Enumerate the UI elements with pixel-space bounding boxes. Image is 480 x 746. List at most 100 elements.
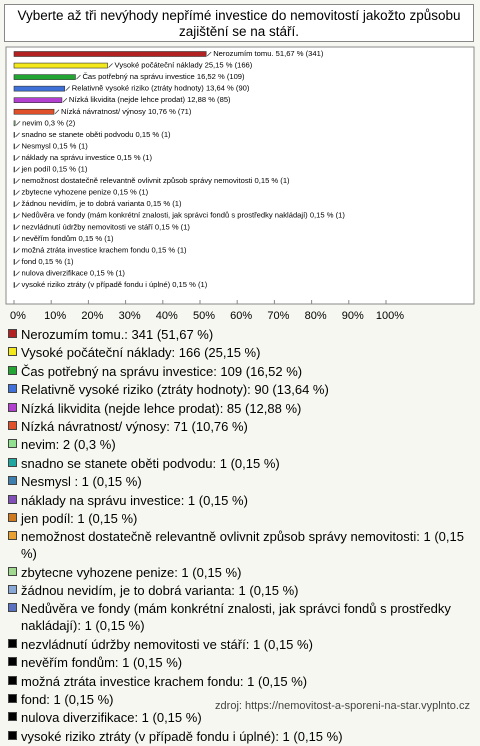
label-leader bbox=[15, 259, 20, 265]
legend-label: fond: 1 (0,15 %) bbox=[21, 692, 114, 708]
legend-item: náklady na správu investice: 1 (0,15 %) bbox=[6, 492, 468, 509]
bar bbox=[13, 189, 15, 196]
legend-label: možná ztráta investice krachem fondu: 1 … bbox=[21, 673, 308, 689]
legend-item: Vysoké počáteční náklady: 166 (25,15 %) bbox=[6, 344, 468, 361]
legend-label: nevim: 2 (0,3 %) bbox=[21, 437, 116, 453]
legend-item: Nízká likvidita (nejde lehce prodat): 85… bbox=[6, 400, 468, 417]
bar bbox=[13, 51, 207, 57]
legend-swatch bbox=[8, 494, 17, 504]
bar-label: vysoké riziko ztráty (v případě fondu i … bbox=[22, 280, 208, 289]
bar-label: Nerozumím tomu. 51,67 % (341) bbox=[213, 49, 324, 58]
legend-swatch bbox=[8, 347, 17, 357]
x-tick-label: 80% bbox=[305, 310, 327, 322]
bar bbox=[13, 108, 55, 115]
label-leader bbox=[15, 282, 20, 288]
x-tick-label: 30% bbox=[119, 310, 141, 322]
label-leader bbox=[15, 213, 20, 218]
legend-swatch bbox=[8, 603, 17, 613]
legend-swatch bbox=[8, 329, 17, 338]
label-leader bbox=[15, 132, 20, 138]
x-tick-label: 20% bbox=[81, 310, 103, 322]
page: Vyberte až tři nevýhody nepřímé investic… bbox=[4, 4, 475, 744]
legend-item: fond: 1 (0,15 %) bbox=[6, 691, 468, 708]
bar-label: nulova diverzifikace 0,15 % (1) bbox=[22, 268, 126, 277]
x-tick-label: 60% bbox=[230, 310, 252, 322]
label-leader bbox=[15, 144, 20, 149]
legend-label: Nízká návratnost/ výnosy: 71 (10,76 %) bbox=[21, 418, 248, 434]
bar-label: nevim 0,3 % (2) bbox=[22, 118, 76, 127]
legend-label: Čas potřebný na správu investice: 109 (1… bbox=[21, 363, 303, 379]
bar bbox=[13, 247, 15, 254]
legend-label: Relativně vysoké riziko (ztráty hodnoty)… bbox=[21, 382, 329, 398]
bar bbox=[13, 155, 15, 161]
legend-label: Vysoké počáteční náklady: 166 (25,15 %) bbox=[21, 345, 261, 361]
legend-item: Čas potřebný na správu investice: 109 (1… bbox=[6, 363, 468, 380]
legend-swatch bbox=[8, 566, 17, 576]
chart-title: Vyberte až tři nevýhody nepřímé investic… bbox=[4, 4, 474, 42]
bar-label: Nedůvěra ve fondy (mám konkrétní znalost… bbox=[22, 211, 346, 220]
x-tick-label: 10% bbox=[44, 310, 66, 322]
legend-label: nulova diverzifikace: 1 (0,15 %) bbox=[21, 710, 202, 726]
bar-label: Nesmysl 0,15 % (1) bbox=[22, 141, 89, 150]
source: zdroj: https://nemovitost-a-sporeni-na-s… bbox=[215, 700, 470, 712]
legend-label: nevěřím fondům: 1 (0,15 %) bbox=[21, 655, 183, 671]
legend-item: jen podíl: 1 (0,15 %) bbox=[6, 510, 468, 527]
label-leader bbox=[15, 121, 21, 126]
legend-swatch bbox=[8, 730, 17, 740]
bar-label: fond 0,15 % (1) bbox=[22, 257, 74, 266]
legend-swatch bbox=[8, 402, 17, 412]
bar bbox=[13, 85, 66, 92]
bar bbox=[13, 212, 15, 219]
legend-item: vysoké riziko ztráty (v případě fondu i … bbox=[6, 728, 468, 745]
legend-item: nevěřím fondům: 1 (0,15 %) bbox=[6, 654, 468, 671]
legend-label: nezvládnutí údržby nemovitosti ve stáří:… bbox=[21, 636, 313, 652]
legend-item: Nedůvěra ve fondy (mám konkrétní znalost… bbox=[6, 600, 468, 634]
label-leader bbox=[15, 155, 20, 161]
legend-item: Nesmysl : 1 (0,15 %) bbox=[6, 473, 468, 490]
legend-swatch bbox=[8, 512, 17, 522]
legend-label: Nerozumím tomu.: 341 (51,67 %) bbox=[21, 327, 214, 342]
bar bbox=[13, 166, 15, 173]
legend-label: Nedůvěra ve fondy (mám konkrétní znalost… bbox=[21, 601, 451, 634]
legend-label: snadno se stanete oběti podvodu: 1 (0,15… bbox=[21, 455, 280, 471]
legend: Nerozumím tomu.: 341 (51,67 %) Vysoké poč… bbox=[6, 326, 468, 746]
bar-label: jen podíl 0,15 % (1) bbox=[21, 165, 88, 174]
legend-item: Nízká návratnost/ výnosy: 71 (10,76 %) bbox=[6, 418, 468, 435]
x-tick-label: 90% bbox=[342, 310, 364, 322]
legend-swatch bbox=[8, 439, 17, 449]
x-tick-label: 0% bbox=[10, 310, 26, 322]
legend-item: nezvládnutí údržby nemovitosti ve stáří:… bbox=[6, 636, 468, 653]
bar bbox=[13, 259, 15, 265]
legend-item: Relativně vysoké riziko (ztráty hodnoty)… bbox=[6, 381, 468, 398]
legend-swatch bbox=[8, 638, 17, 648]
bar bbox=[13, 132, 15, 138]
legend-swatch bbox=[8, 712, 17, 722]
bar-label: možná ztráta investice krachem fondu 0,1… bbox=[22, 245, 188, 254]
legend-item: snadno se stanete oběti podvodu: 1 (0,15… bbox=[6, 455, 468, 472]
legend-swatch bbox=[8, 657, 17, 667]
bar-label: náklady na správu investice 0,15 % (1) bbox=[22, 153, 153, 162]
label-leader bbox=[62, 97, 68, 103]
label-leader bbox=[65, 86, 70, 91]
x-tick-label: 50% bbox=[193, 310, 215, 322]
legend-item: žádnou nevidím, je to dobrá varianta: 1 … bbox=[6, 582, 468, 599]
bar bbox=[13, 270, 15, 277]
legend-label: nemožnost dostatečně relevantně ovlivnit… bbox=[21, 529, 464, 562]
bar-label: nemožnost dostatečně relevantně ovlivnit… bbox=[22, 176, 291, 185]
legend-item: nevim: 2 (0,3 %) bbox=[6, 436, 468, 453]
label-leader bbox=[15, 271, 20, 276]
legend-swatch bbox=[8, 365, 17, 375]
plot-frame bbox=[5, 46, 475, 305]
bar bbox=[13, 224, 15, 231]
label-leader bbox=[15, 201, 20, 207]
bar bbox=[13, 97, 63, 103]
label-leader bbox=[15, 236, 20, 242]
bar bbox=[13, 62, 108, 69]
label-leader bbox=[206, 51, 212, 57]
bar bbox=[13, 120, 16, 127]
legend-label: Nízká likvidita (nejde lehce prodat): 85… bbox=[21, 400, 302, 416]
bar-label: Vysoké počáteční náklady 25,15 % (166) bbox=[115, 61, 253, 70]
bar-label: Nízká likvidita (nejde lehce prodat) 12,… bbox=[69, 95, 231, 104]
legend-label: Nesmysl : 1 (0,15 %) bbox=[21, 474, 142, 490]
bar-label: nezvládnutí údržby nemovitosti ve stáří … bbox=[22, 222, 191, 231]
